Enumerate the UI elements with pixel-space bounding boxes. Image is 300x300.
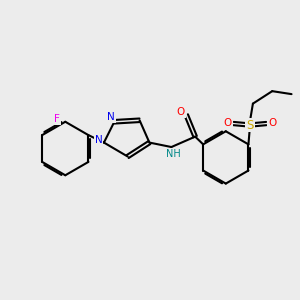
Text: N: N (95, 135, 103, 145)
Text: NH: NH (166, 148, 180, 159)
Text: O: O (224, 118, 232, 128)
Text: O: O (268, 118, 276, 128)
Text: S: S (246, 118, 254, 131)
Text: N: N (107, 112, 115, 122)
Text: O: O (177, 107, 185, 117)
Text: F: F (54, 114, 60, 124)
